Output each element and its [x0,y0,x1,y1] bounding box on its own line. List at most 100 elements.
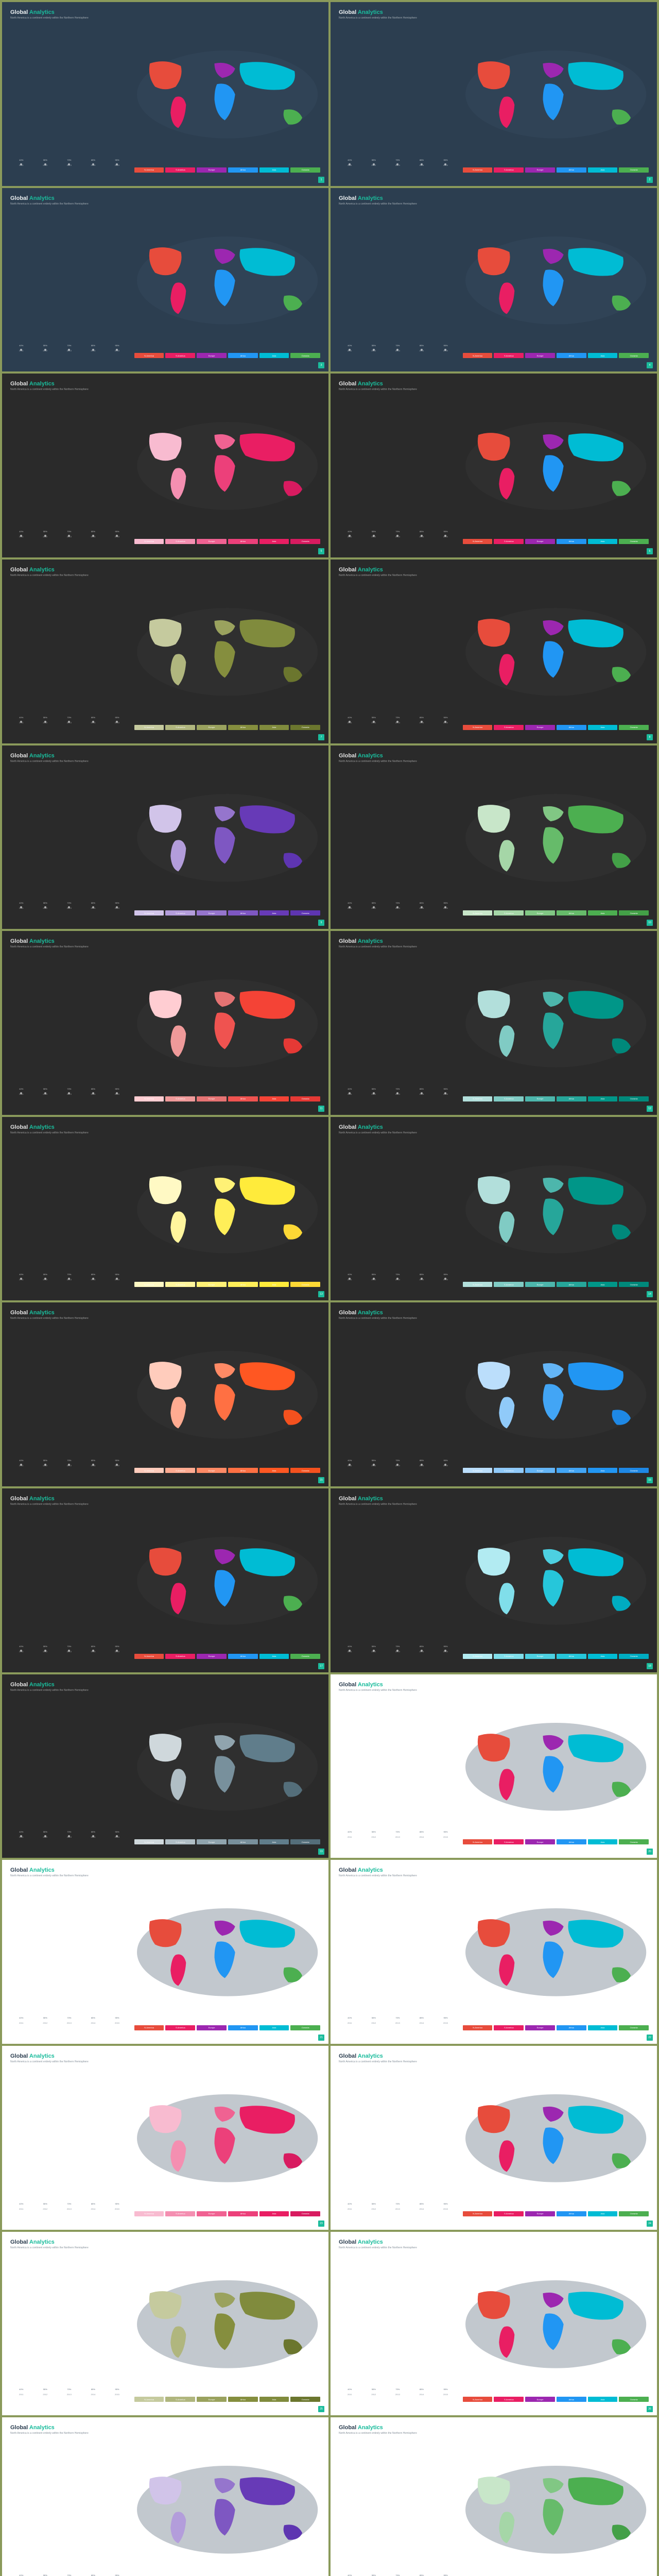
legend-item[interactable]: Africa [557,1468,586,1473]
region-namerica[interactable] [478,1362,510,1389]
legend-item[interactable]: N.America [463,1654,493,1659]
legend-item[interactable]: Asia [588,725,618,730]
region-namerica[interactable] [149,247,182,275]
legend-item[interactable]: Africa [557,2025,586,2030]
legend-item[interactable]: Asia [259,353,289,358]
region-namerica[interactable] [478,2477,510,2504]
legend-item[interactable]: S.America [165,1096,195,1101]
legend-item[interactable]: N.America [134,910,164,916]
legend-item[interactable]: Africa [557,1654,586,1659]
legend-item[interactable]: Europe [197,1839,227,1844]
legend-item[interactable]: Asia [588,1282,618,1287]
legend-item[interactable]: Oceania [619,910,649,916]
legend-item[interactable]: Africa [557,353,586,358]
region-namerica[interactable] [149,2291,182,2319]
legend-item[interactable]: Asia [588,1468,618,1473]
legend-item[interactable]: N.America [463,725,493,730]
legend-item[interactable]: Asia [259,167,289,173]
region-namerica[interactable] [478,990,510,1018]
legend-item[interactable]: Oceania [290,539,320,544]
legend-item[interactable]: S.America [165,1468,195,1473]
legend-item[interactable]: Europe [197,1282,227,1287]
legend-item[interactable]: Asia [588,1096,618,1101]
legend-item[interactable]: Europe [197,910,227,916]
region-namerica[interactable] [149,1176,182,1204]
region-namerica[interactable] [478,1176,510,1204]
legend-item[interactable]: Africa [228,1468,258,1473]
legend-item[interactable]: Europe [197,1096,227,1101]
legend-item[interactable]: S.America [494,1282,524,1287]
legend-item[interactable]: N.America [134,167,164,173]
region-namerica[interactable] [478,61,510,89]
legend-item[interactable]: S.America [494,1654,524,1659]
legend-item[interactable]: Africa [228,910,258,916]
legend-item[interactable]: N.America [463,1282,493,1287]
legend-item[interactable]: Europe [197,2211,227,2216]
region-namerica[interactable] [149,805,182,833]
legend-item[interactable]: N.America [463,1096,493,1101]
legend-item[interactable]: S.America [494,2397,524,2402]
legend-item[interactable]: Europe [197,539,227,544]
legend-item[interactable]: Europe [525,1096,555,1101]
legend-item[interactable]: S.America [165,167,195,173]
legend-item[interactable]: Asia [259,2397,289,2402]
legend-item[interactable]: N.America [134,1839,164,1844]
legend-item[interactable]: N.America [134,1282,164,1287]
legend-item[interactable]: Europe [525,1282,555,1287]
legend-item[interactable]: Asia [259,725,289,730]
legend-item[interactable]: Africa [557,167,586,173]
legend-item[interactable]: N.America [463,2211,493,2216]
region-namerica[interactable] [149,1362,182,1389]
legend-item[interactable]: S.America [494,2211,524,2216]
legend-item[interactable]: Oceania [619,725,649,730]
legend-item[interactable]: S.America [494,1468,524,1473]
region-namerica[interactable] [478,805,510,833]
legend-item[interactable]: Africa [228,725,258,730]
legend-item[interactable]: Oceania [290,353,320,358]
legend-item[interactable]: N.America [134,725,164,730]
legend-item[interactable]: Oceania [290,910,320,916]
legend-item[interactable]: S.America [494,910,524,916]
legend-item[interactable]: Africa [228,539,258,544]
legend-item[interactable]: Africa [228,353,258,358]
region-namerica[interactable] [478,433,510,461]
legend-item[interactable]: S.America [494,1096,524,1101]
legend-item[interactable]: Europe [525,353,555,358]
legend-item[interactable]: S.America [494,1839,524,1844]
region-namerica[interactable] [149,1919,182,1947]
legend-item[interactable]: N.America [463,1839,493,1844]
legend-item[interactable]: Africa [557,1282,586,1287]
region-namerica[interactable] [149,2105,182,2133]
legend-item[interactable]: Oceania [619,1839,649,1844]
legend-item[interactable]: Oceania [619,2025,649,2030]
legend-item[interactable]: N.America [463,1468,493,1473]
legend-item[interactable]: Africa [228,2211,258,2216]
legend-item[interactable]: Europe [525,910,555,916]
legend-item[interactable]: Asia [588,539,618,544]
legend-item[interactable]: Europe [525,1654,555,1659]
legend-item[interactable]: Oceania [619,2211,649,2216]
legend-item[interactable]: Europe [525,539,555,544]
legend-item[interactable]: N.America [134,539,164,544]
legend-item[interactable]: Africa [557,2211,586,2216]
legend-item[interactable]: Asia [259,2211,289,2216]
legend-item[interactable]: N.America [134,2211,164,2216]
legend-item[interactable]: S.America [165,2025,195,2030]
legend-item[interactable]: Asia [588,2397,618,2402]
legend-item[interactable]: Europe [197,1654,227,1659]
legend-item[interactable]: N.America [134,353,164,358]
legend-item[interactable]: Asia [588,1654,618,1659]
legend-item[interactable]: Asia [259,2025,289,2030]
legend-item[interactable]: Europe [197,2397,227,2402]
legend-item[interactable]: N.America [134,2025,164,2030]
legend-item[interactable]: Oceania [290,2025,320,2030]
legend-item[interactable]: Africa [557,1839,586,1844]
region-namerica[interactable] [149,433,182,461]
legend-item[interactable]: Africa [228,2397,258,2402]
legend-item[interactable]: Europe [525,167,555,173]
region-namerica[interactable] [478,247,510,275]
region-namerica[interactable] [478,1548,510,1575]
legend-item[interactable]: N.America [463,910,493,916]
legend-item[interactable]: S.America [165,353,195,358]
legend-item[interactable]: Oceania [619,1654,649,1659]
